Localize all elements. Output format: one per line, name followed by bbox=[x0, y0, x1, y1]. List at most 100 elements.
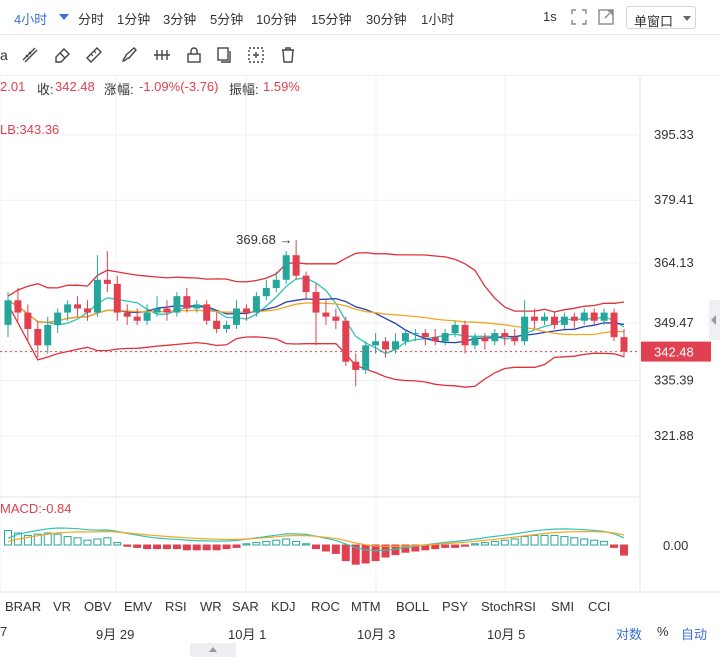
chevron-down-icon[interactable] bbox=[59, 14, 69, 20]
date-label: 10月 5 bbox=[487, 627, 526, 642]
time-axis: 7 9月 29 10月 1 10月 3 10月 5 对数 % 自动 bbox=[0, 620, 720, 657]
candle-body bbox=[461, 324, 469, 346]
indicator-tab-stochrsi[interactable]: StochRSI bbox=[481, 599, 536, 614]
candle-body bbox=[123, 312, 131, 317]
indicator-tab-emv[interactable]: EMV bbox=[124, 599, 153, 614]
indicator-tab-boll[interactable]: BOLL bbox=[396, 599, 430, 614]
macd-bar bbox=[470, 543, 479, 546]
candle-body bbox=[93, 279, 101, 313]
indicator-tab-psy[interactable]: PSY bbox=[442, 599, 469, 614]
y-tick-label: 379.41 bbox=[654, 192, 694, 207]
date-label: 9月 29 bbox=[96, 627, 135, 642]
macd-bar bbox=[480, 542, 489, 546]
candle-body bbox=[282, 255, 290, 280]
candle-body bbox=[511, 337, 519, 342]
macd-bar bbox=[580, 538, 589, 546]
indicator-tab-vr[interactable]: VR bbox=[53, 599, 72, 614]
candle-body bbox=[382, 341, 390, 350]
chevron-down-icon bbox=[683, 16, 691, 21]
candle-body bbox=[521, 316, 529, 342]
grid-select-icon[interactable] bbox=[246, 45, 266, 65]
candle-body bbox=[74, 304, 82, 309]
candlestick-chart[interactable]: MACD:-0.840.00 395.33379.41364.13349.473… bbox=[0, 76, 720, 593]
layout-select[interactable]: 单窗口 bbox=[626, 6, 696, 29]
path-icon[interactable] bbox=[152, 45, 172, 65]
period-15m[interactable]: 15分钟 bbox=[311, 12, 352, 27]
candle-body bbox=[143, 312, 151, 321]
fullscreen-icon[interactable] bbox=[570, 8, 588, 26]
period-4h[interactable]: 4小时 bbox=[14, 12, 48, 27]
indicator-tab-smi[interactable]: SMI bbox=[551, 599, 575, 614]
indicator-tab-kdj[interactable]: KDJ bbox=[271, 599, 296, 614]
chart-grid bbox=[0, 76, 720, 593]
close-value: 342.48 bbox=[55, 79, 95, 94]
candle-body bbox=[233, 308, 241, 325]
candle-body bbox=[481, 337, 489, 342]
indicator-tab-mtm[interactable]: MTM bbox=[351, 599, 381, 614]
popout-icon[interactable] bbox=[597, 8, 615, 26]
macd-bar bbox=[83, 539, 92, 546]
macd-bar bbox=[93, 538, 102, 546]
macd-bar bbox=[202, 544, 211, 551]
candle-body bbox=[54, 312, 62, 325]
candle-body bbox=[4, 300, 12, 325]
macd-bar bbox=[302, 543, 311, 546]
candle-body bbox=[262, 287, 270, 297]
indicator-tab-cci[interactable]: CCI bbox=[588, 599, 611, 614]
high-annotation: 369.68 → bbox=[236, 232, 292, 247]
eraser-icon[interactable] bbox=[52, 45, 72, 65]
last-price-badge bbox=[641, 341, 711, 362]
macd-bar bbox=[411, 544, 420, 552]
macd-bar bbox=[371, 544, 380, 562]
candle-body bbox=[550, 316, 558, 325]
candle-body bbox=[391, 341, 399, 350]
macd-bar bbox=[232, 544, 241, 548]
indicator-tab-rsi[interactable]: RSI bbox=[165, 599, 187, 614]
candle-body bbox=[580, 312, 588, 321]
period-30m[interactable]: 30分钟 bbox=[366, 12, 407, 27]
seconds-toggle[interactable]: 1s bbox=[543, 9, 557, 24]
period-10m[interactable]: 10分钟 bbox=[256, 12, 297, 27]
indicator-tab-roc[interactable]: ROC bbox=[311, 599, 340, 614]
period-3m[interactable]: 3分钟 bbox=[163, 12, 197, 27]
macd-bar bbox=[431, 544, 440, 550]
panel-resize-handle[interactable] bbox=[190, 643, 236, 657]
macd-bar bbox=[341, 544, 350, 562]
indicator-tab-obv[interactable]: OBV bbox=[84, 599, 112, 614]
candle-body bbox=[352, 361, 360, 370]
macd-bar bbox=[133, 544, 142, 548]
auto-scale-toggle[interactable]: 自动 bbox=[681, 627, 708, 642]
indicator-tab-wr[interactable]: WR bbox=[200, 599, 222, 614]
macd-bar bbox=[570, 537, 579, 546]
lock-icon[interactable] bbox=[184, 45, 204, 65]
macd-bar bbox=[530, 534, 539, 546]
macd-bar bbox=[73, 537, 82, 546]
ruler-icon[interactable] bbox=[84, 45, 104, 65]
amplitude-value: 1.59% bbox=[263, 79, 300, 94]
copy-icon[interactable] bbox=[214, 45, 234, 65]
price-axis: 395.33 379.41 364.13 349.47 335.39 321.88 369.… bbox=[0, 127, 711, 443]
candle-body bbox=[153, 308, 161, 313]
chevron-left-icon bbox=[711, 315, 716, 325]
percent-scale-toggle[interactable]: % bbox=[657, 624, 669, 639]
candle-body bbox=[113, 283, 121, 313]
text-tool[interactable]: a bbox=[0, 47, 8, 63]
side-collapse-handle[interactable] bbox=[709, 300, 720, 340]
candle-body bbox=[223, 324, 231, 329]
measure-icon[interactable] bbox=[20, 45, 40, 65]
log-scale-toggle[interactable]: 对数 bbox=[616, 627, 643, 642]
candle-body bbox=[64, 304, 72, 313]
period-5m[interactable]: 5分钟 bbox=[210, 12, 244, 27]
period-timeshare[interactable]: 分时 bbox=[78, 12, 105, 27]
indicator-tab-brar[interactable]: BRAR bbox=[5, 599, 42, 614]
indicator-tab-sar[interactable]: SAR bbox=[232, 599, 259, 614]
period-1m[interactable]: 1分钟 bbox=[117, 12, 151, 27]
macd-bar bbox=[252, 542, 261, 546]
period-1h[interactable]: 1小时 bbox=[421, 12, 455, 27]
candle-body bbox=[610, 312, 618, 338]
trash-icon[interactable] bbox=[278, 45, 298, 65]
candle-body bbox=[133, 316, 141, 321]
y-tick-label: 335.39 bbox=[654, 373, 694, 388]
brush-icon[interactable] bbox=[120, 45, 140, 65]
macd-bar bbox=[222, 544, 231, 550]
